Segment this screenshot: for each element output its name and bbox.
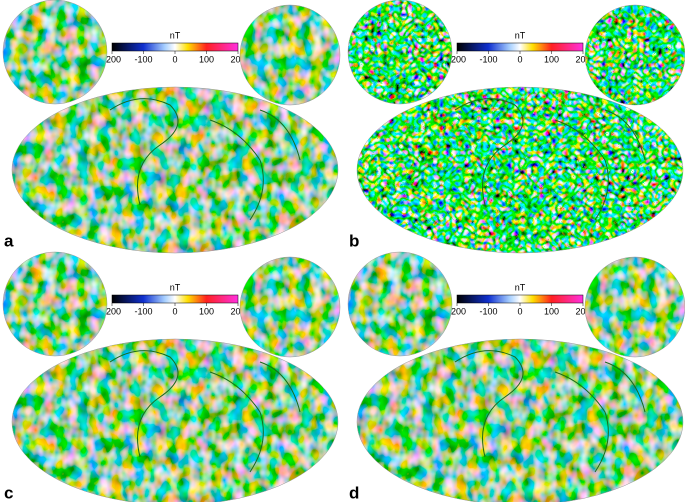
global-map: [357, 87, 683, 253]
colorbar-unit: nT: [515, 30, 526, 40]
colorbar-tick-label: 100: [199, 54, 214, 64]
coastline: [109, 98, 301, 221]
polar-map: [585, 257, 685, 357]
polar-map-outline: [347, 251, 453, 357]
colorbar-tick-label: -200: [448, 54, 466, 64]
colorbar-unit: nT: [170, 282, 181, 292]
colorbar: [111, 42, 239, 52]
global-map-outline: [11, 86, 339, 254]
panel-label: c: [4, 483, 13, 502]
panel: nT -200 -100 0 100 200 d: [347, 251, 685, 502]
colorbar-tick-label: 200: [575, 306, 590, 316]
polar-map: [240, 5, 340, 105]
coastline: [109, 350, 301, 473]
panel-label: a: [4, 231, 14, 250]
colorbar-tick-label: 200: [230, 306, 245, 316]
colorbar-tick-label: 200: [575, 54, 590, 64]
panel: nT -200 -100 0 100 200 a: [2, 0, 341, 254]
colorbar-tick-label: -100: [134, 306, 152, 316]
colorbar: [456, 294, 584, 304]
panel: nT -200 -100 0 100 200 b: [347, 0, 685, 254]
coastline: [454, 350, 646, 473]
polar-map-outline: [239, 4, 341, 106]
colorbar-tick-label: 0: [517, 306, 522, 316]
polar-map: [348, 0, 452, 104]
colorbar-tick-label: -100: [134, 54, 152, 64]
colorbar-tick-label: 200: [230, 54, 245, 64]
colorbar-unit: nT: [170, 30, 181, 40]
colorbar-tick-label: 100: [544, 306, 559, 316]
colorbar-tick-label: -200: [103, 306, 121, 316]
polar-map-outline: [584, 256, 685, 358]
global-map-outline: [356, 86, 684, 254]
global-map-outline: [11, 338, 339, 502]
colorbar-tick-label: -200: [448, 306, 466, 316]
polar-map: [3, 0, 107, 104]
colorbar-tick-label: 0: [517, 54, 522, 64]
global-map: [357, 339, 683, 502]
polar-map: [240, 257, 340, 357]
panel-label: d: [349, 483, 359, 502]
panel-label: b: [349, 231, 359, 250]
colorbar-unit: nT: [515, 282, 526, 292]
colorbar-tick-label: 100: [199, 306, 214, 316]
polar-map: [3, 252, 107, 356]
colorbar: [111, 294, 239, 304]
colorbar-tick-label: -200: [103, 54, 121, 64]
colorbar-tick-label: 0: [172, 54, 177, 64]
polar-map: [585, 5, 685, 105]
colorbar-tick-label: 100: [544, 54, 559, 64]
polar-map-outline: [2, 251, 108, 357]
colorbar-tick-label: -100: [479, 306, 497, 316]
colorbar-tick-label: 0: [172, 306, 177, 316]
polar-map: [348, 252, 452, 356]
global-map: [12, 87, 338, 253]
global-map: [12, 339, 338, 502]
polar-map-outline: [2, 0, 108, 105]
panel: nT -200 -100 0 100 200 c: [2, 251, 341, 502]
polar-map-outline: [347, 0, 453, 105]
polar-map-outline: [584, 4, 685, 106]
colorbar: [456, 42, 584, 52]
global-map-outline: [356, 338, 684, 502]
colorbar-tick-label: -100: [479, 54, 497, 64]
coastline: [454, 98, 646, 221]
polar-map-outline: [239, 256, 341, 358]
